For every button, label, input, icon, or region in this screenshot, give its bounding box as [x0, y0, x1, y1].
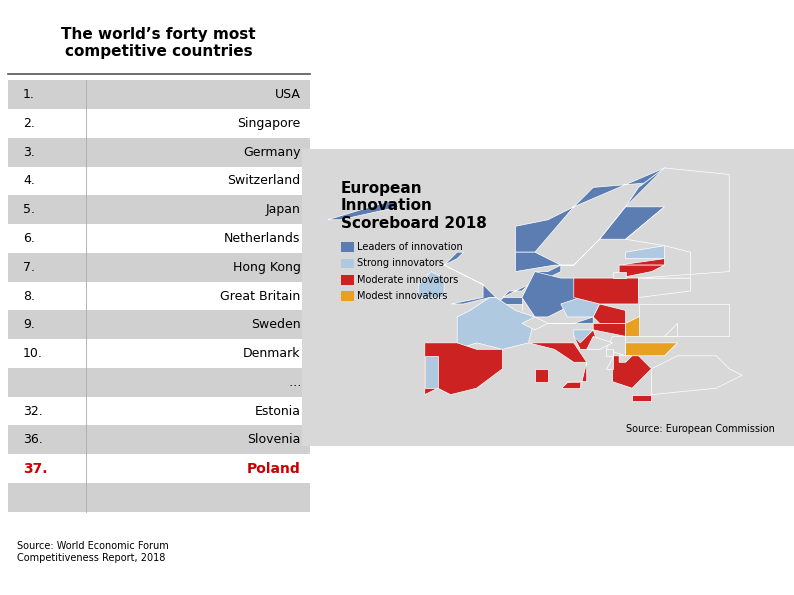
Polygon shape	[341, 275, 353, 284]
Text: 32.: 32.	[23, 405, 43, 418]
Polygon shape	[626, 317, 677, 336]
Text: Source: European Commission: Source: European Commission	[626, 424, 775, 434]
Polygon shape	[425, 356, 437, 388]
Polygon shape	[593, 304, 626, 324]
Text: European
Innovation
Scoreboard 2018: European Innovation Scoreboard 2018	[341, 181, 487, 231]
Polygon shape	[418, 271, 444, 298]
Polygon shape	[444, 252, 496, 304]
Text: Poland: Poland	[247, 462, 301, 475]
Text: 8.: 8.	[23, 290, 35, 302]
Text: Modest innovators: Modest innovators	[357, 291, 447, 301]
Text: 9.: 9.	[23, 318, 35, 331]
Text: Switzerland: Switzerland	[228, 174, 301, 187]
Text: 5.: 5.	[23, 203, 35, 216]
Text: 1.: 1.	[23, 88, 35, 101]
Text: 37.: 37.	[23, 462, 48, 475]
Text: Estonia: Estonia	[255, 405, 301, 418]
FancyBboxPatch shape	[8, 253, 310, 281]
Polygon shape	[515, 168, 684, 252]
Polygon shape	[606, 336, 626, 356]
Polygon shape	[574, 330, 593, 343]
Text: 4.: 4.	[23, 174, 35, 187]
FancyBboxPatch shape	[8, 80, 310, 109]
FancyBboxPatch shape	[8, 368, 310, 397]
Polygon shape	[619, 265, 665, 278]
FancyBboxPatch shape	[8, 425, 310, 454]
Text: Hong Kong: Hong Kong	[233, 261, 301, 274]
Polygon shape	[619, 356, 632, 362]
Polygon shape	[457, 298, 535, 349]
Polygon shape	[522, 317, 548, 330]
Polygon shape	[496, 298, 522, 304]
Text: USA: USA	[275, 88, 301, 101]
Text: Japan: Japan	[266, 203, 301, 216]
Polygon shape	[561, 382, 580, 388]
Polygon shape	[522, 271, 580, 317]
Polygon shape	[613, 356, 652, 388]
Polygon shape	[341, 259, 353, 268]
FancyBboxPatch shape	[8, 195, 310, 224]
Text: Great Britain: Great Britain	[221, 290, 301, 302]
Polygon shape	[574, 278, 638, 304]
Polygon shape	[593, 324, 626, 336]
Text: Netherlands: Netherlands	[224, 232, 301, 245]
Polygon shape	[587, 336, 613, 349]
Text: …: …	[288, 376, 301, 389]
Polygon shape	[341, 291, 353, 300]
Polygon shape	[548, 317, 593, 324]
Text: 3.: 3.	[23, 146, 35, 159]
Polygon shape	[619, 259, 665, 265]
Text: The world’s forty most
competitive countries: The world’s forty most competitive count…	[61, 27, 256, 59]
Polygon shape	[574, 330, 599, 349]
Polygon shape	[606, 356, 613, 369]
Polygon shape	[626, 343, 677, 356]
Polygon shape	[535, 369, 548, 382]
Text: 7.: 7.	[23, 261, 35, 274]
Text: Strong innovators: Strong innovators	[357, 258, 444, 268]
Polygon shape	[626, 168, 729, 278]
Polygon shape	[599, 168, 677, 239]
Text: 10.: 10.	[23, 347, 43, 360]
Text: 2.: 2.	[23, 117, 35, 130]
FancyBboxPatch shape	[8, 311, 310, 339]
Text: 36.: 36.	[23, 433, 43, 446]
Text: Sweden: Sweden	[251, 318, 301, 331]
Polygon shape	[341, 242, 353, 252]
Polygon shape	[561, 298, 599, 317]
Text: Leaders of innovation: Leaders of innovation	[357, 242, 463, 252]
Polygon shape	[503, 284, 529, 298]
Text: Singapore: Singapore	[237, 117, 301, 130]
Polygon shape	[425, 343, 503, 394]
Polygon shape	[638, 278, 690, 298]
Polygon shape	[328, 201, 399, 220]
FancyBboxPatch shape	[8, 483, 310, 512]
Polygon shape	[652, 356, 742, 394]
Text: 6.: 6.	[23, 232, 35, 245]
Polygon shape	[535, 265, 561, 278]
Polygon shape	[665, 324, 677, 336]
Polygon shape	[529, 343, 587, 388]
Text: Slovenia: Slovenia	[247, 433, 301, 446]
Text: Source: World Economic Forum
Competitiveness Report, 2018: Source: World Economic Forum Competitive…	[17, 541, 169, 563]
Polygon shape	[632, 394, 652, 401]
Text: Moderate innovators: Moderate innovators	[357, 275, 458, 284]
Polygon shape	[626, 246, 665, 259]
Polygon shape	[638, 304, 729, 336]
Polygon shape	[606, 349, 613, 356]
Polygon shape	[515, 168, 665, 271]
Text: Denmark: Denmark	[243, 347, 301, 360]
Text: Germany: Germany	[243, 146, 301, 159]
FancyBboxPatch shape	[8, 138, 310, 167]
Polygon shape	[613, 271, 626, 278]
